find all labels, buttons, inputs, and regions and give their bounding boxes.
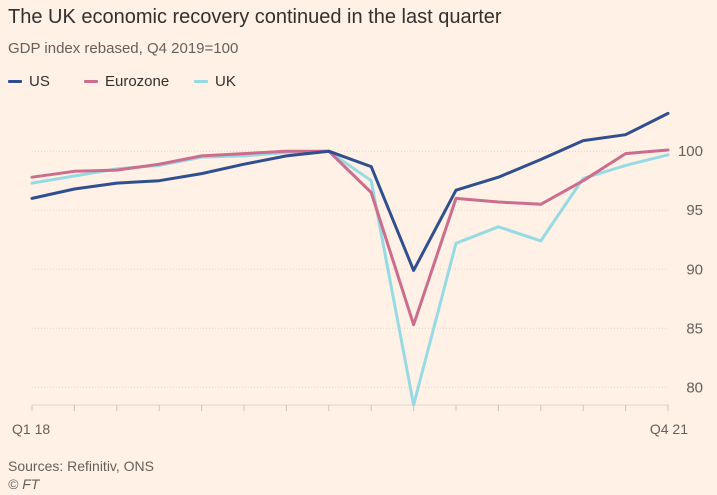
y-tick-label-85: 85 [686, 320, 703, 337]
x-tick-label-last: Q4 21 [650, 421, 688, 437]
x-tick-label-first: Q1 18 [12, 421, 50, 437]
series-line-uk [30, 149, 670, 407]
chart-subtitle: GDP index rebased, Q4 2019=100 [8, 40, 239, 57]
chart-title: The UK economic recovery continued in th… [8, 6, 502, 28]
legend-swatch-uk [194, 79, 208, 83]
legend-item-eurozone: Eurozone [84, 73, 194, 90]
legend-item-us: US [8, 73, 84, 90]
y-tick-label-95: 95 [686, 202, 703, 219]
y-tick-label-80: 80 [686, 379, 703, 396]
legend-swatch-us [8, 79, 22, 83]
y-tick-label-90: 90 [686, 261, 703, 278]
legend-item-uk: UK [194, 73, 236, 90]
legend-label-us: US [29, 72, 50, 90]
source-note: Sources: Refinitiv, ONS [8, 458, 155, 474]
series-line-us [30, 111, 670, 272]
legend-label-uk: UK [215, 72, 236, 90]
copyright-note: © FT [8, 476, 40, 492]
legend-swatch-eurozone [84, 79, 98, 83]
legend: US Eurozone UK [8, 71, 236, 91]
y-tick-label-100: 100 [678, 143, 703, 160]
legend-label-eurozone: Eurozone [105, 72, 170, 90]
series-line-eurozone [30, 148, 670, 327]
